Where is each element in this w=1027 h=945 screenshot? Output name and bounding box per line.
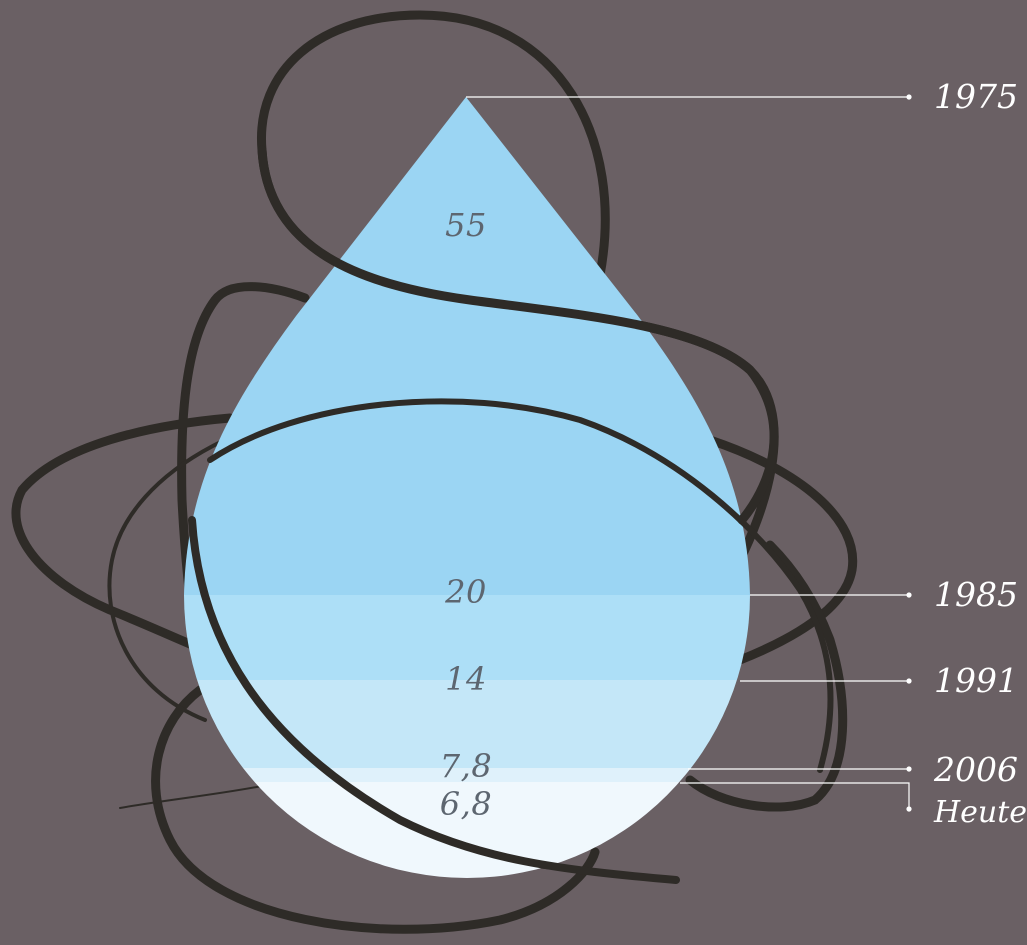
year-label-1991: 1991: [934, 661, 1018, 700]
scribble-right-arc: [705, 435, 858, 665]
drop-band-1985: [184, 595, 750, 680]
value-label-1985: 20: [444, 573, 487, 611]
value-label-1991: 14: [445, 660, 487, 698]
leader-dot-1985: [906, 592, 912, 598]
scribble-bottom-left: [151, 685, 600, 934]
drop-band-1975: [184, 97, 750, 595]
value-label-2006: 7,8: [440, 747, 492, 785]
value-label-heute: 6,8: [440, 785, 492, 823]
leader-dot-1975: [906, 94, 912, 100]
labels: 55 1975 20 1985 14 1991 7,8 2006 6,8 Heute: [440, 77, 1027, 830]
leader-dot-1991: [906, 678, 912, 684]
year-label-heute: Heute: [933, 795, 1027, 830]
leader-lines: [466, 94, 912, 812]
scribble-front-arc: [207, 398, 834, 773]
leader-line-heute: [680, 782, 910, 809]
scribble-front: [188, 145, 834, 884]
year-label-2006: 2006: [933, 750, 1018, 789]
scribble-thin-stroke: [119, 785, 263, 809]
leader-dot-2006: [906, 766, 912, 772]
leader-dot-heute: [906, 806, 912, 812]
year-label-1975: 1975: [934, 77, 1018, 116]
year-label-1985: 1985: [934, 575, 1018, 614]
scribble-front-left: [188, 516, 680, 884]
value-label-1975: 55: [445, 206, 487, 244]
scribble-bottom-right: [685, 540, 848, 812]
scribble-front-loop: [257, 145, 779, 525]
scribble-loop-wide: [11, 413, 237, 665]
